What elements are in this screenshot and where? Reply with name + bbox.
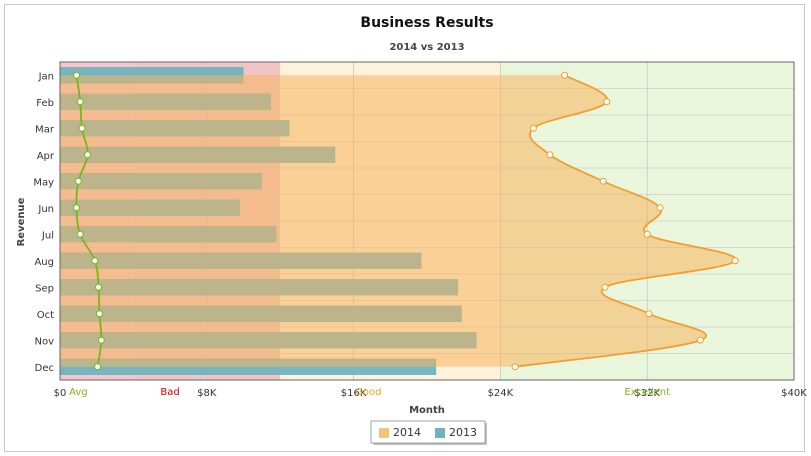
y-tick-label: Feb [36, 98, 54, 109]
point-avg-jan[interactable] [73, 71, 81, 79]
y-axis-title: Revenue [16, 197, 27, 246]
point-avg-mar[interactable] [78, 124, 86, 132]
x-tick-label: $40K [781, 388, 807, 399]
x-tick-label: $32K [634, 388, 660, 399]
area-2014-fill [60, 75, 736, 367]
y-tick-label: Apr [37, 151, 55, 162]
point-2014-sep[interactable] [601, 283, 609, 291]
x-axis-title: Month [409, 405, 445, 416]
point-avg-jul[interactable] [76, 230, 84, 238]
point-avg-may[interactable] [74, 177, 82, 185]
x-tick-label: $8K [197, 388, 217, 399]
legend-swatch-2014[interactable] [379, 428, 389, 438]
y-tick-label: Dec [35, 363, 54, 374]
x-tick-label: $16K [341, 388, 367, 399]
area-2014 [60, 71, 739, 371]
legend-label-2014[interactable]: 2014 [393, 426, 421, 439]
y-tick-label: Jun [37, 204, 54, 215]
y-tick-label: Nov [34, 336, 54, 347]
point-avg-apr[interactable] [84, 151, 92, 159]
band-label-excellent: Excellent [624, 387, 670, 398]
point-2014-nov[interactable] [696, 336, 704, 344]
point-2014-may[interactable] [599, 177, 607, 185]
band-label-bad: Bad [160, 387, 179, 398]
point-avg-jun[interactable] [73, 204, 81, 212]
legend-box [370, 420, 486, 444]
plot-border [59, 61, 795, 381]
legend-label-2013[interactable]: 2013 [449, 426, 477, 439]
y-tick-label: Jan [38, 71, 54, 82]
point-avg-sep[interactable] [95, 283, 103, 291]
band-label-good: Good [355, 387, 381, 398]
point-avg-feb[interactable] [76, 98, 84, 106]
point-2014-jan[interactable] [561, 71, 569, 79]
y-tick-label: May [33, 177, 54, 188]
point-2014-mar[interactable] [529, 124, 537, 132]
point-avg-nov[interactable] [97, 336, 105, 344]
legend-swatch-2013[interactable] [435, 428, 445, 438]
y-tick-label: Aug [34, 257, 54, 268]
y-tick-label: Mar [35, 124, 55, 135]
band-labels: Avg Bad Good Excellent [69, 387, 670, 398]
x-tick-label: $0 [54, 388, 67, 399]
point-avg-oct[interactable] [95, 310, 103, 318]
y-tick-label: Sep [35, 283, 54, 294]
point-2014-oct[interactable] [645, 310, 653, 318]
point-2014-dec[interactable] [511, 363, 519, 371]
chart-title: Business Results [360, 15, 493, 31]
point-2014-aug[interactable] [731, 257, 739, 265]
point-2014-apr[interactable] [546, 151, 554, 159]
point-2014-jul[interactable] [643, 230, 651, 238]
point-2014-feb[interactable] [603, 98, 611, 106]
y-tick-label: Jul [41, 230, 54, 241]
legend: 2014 2013 [370, 420, 487, 445]
point-avg-aug[interactable] [91, 257, 99, 265]
band-label-avg: Avg [69, 387, 88, 398]
point-2014-jun[interactable] [656, 204, 664, 212]
x-tick-label: $24K [488, 388, 514, 399]
x-tick-labels: $0 $8K $16K $24K $32K $40K [54, 388, 808, 399]
chart-subtitle: 2014 vs 2013 [389, 42, 464, 53]
y-tick-label: Oct [37, 310, 54, 321]
avg-line [73, 71, 105, 371]
y-tick-labels: Jan Feb Mar Apr May Jun Jul Aug Sep Oct Nov Dec [33, 71, 55, 374]
point-avg-dec[interactable] [94, 363, 102, 371]
